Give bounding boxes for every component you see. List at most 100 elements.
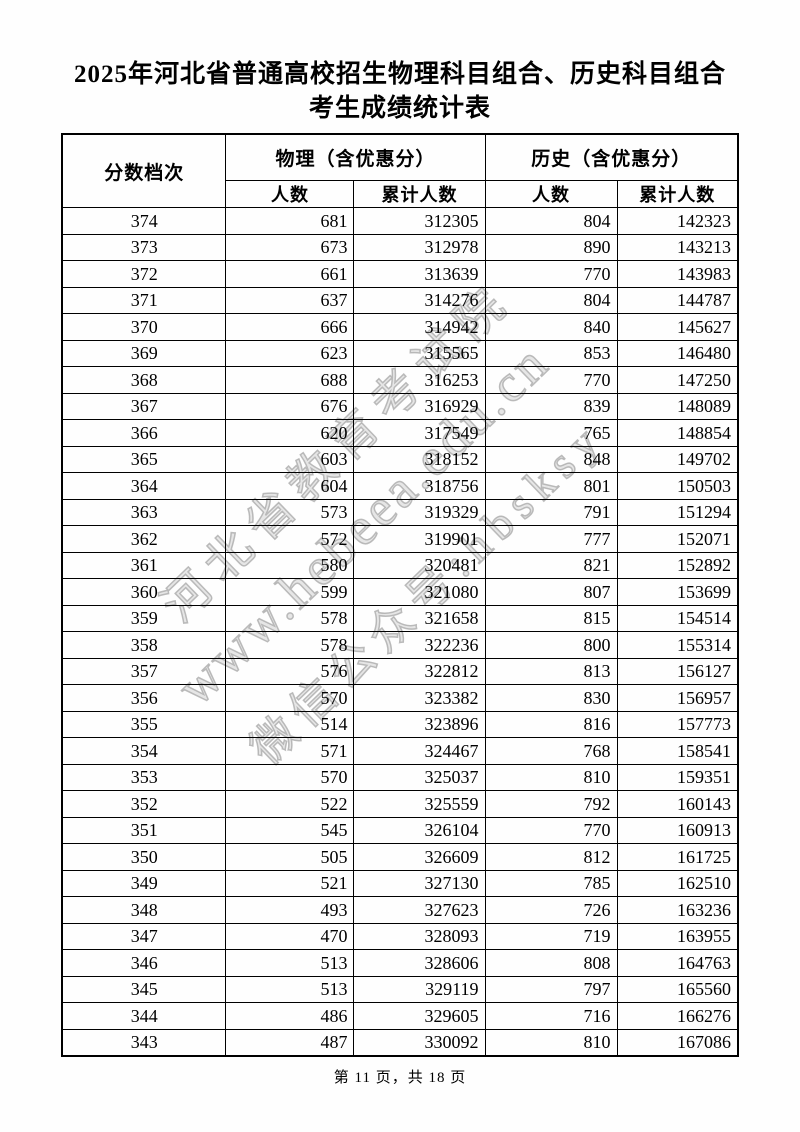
history-count-cell: 848 — [484, 445, 618, 473]
physics-count-cell: 505 — [225, 843, 355, 871]
physics-count-cell: 620 — [225, 419, 355, 447]
physics-cumulative-cell: 314276 — [353, 286, 486, 314]
score-cell: 345 — [61, 975, 227, 1003]
table-row: 371 637 314276 804 144787 — [61, 286, 739, 314]
physics-cumulative-cell: 312305 — [353, 207, 486, 235]
history-count-cell: 853 — [484, 339, 618, 367]
table-row: 370 666 314942 840 145627 — [61, 313, 739, 341]
physics-count-cell: 603 — [225, 445, 355, 473]
table-row: 358 578 322236 800 155314 — [61, 631, 739, 659]
physics-count-cell: 676 — [225, 392, 355, 420]
history-cumulative-cell: 167086 — [616, 1028, 739, 1057]
table-row: 372 661 313639 770 143983 — [61, 260, 739, 288]
history-count-cell: 890 — [484, 233, 618, 261]
physics-cumulative-cell: 325559 — [353, 790, 486, 818]
table-row: 353 570 325037 810 159351 — [61, 763, 739, 791]
physics-cumulative-cell: 329119 — [353, 975, 486, 1003]
score-cell: 364 — [61, 472, 227, 500]
page-title: 2025年河北省普通高校招生物理科目组合、历史科目组合 考生成绩统计表 — [40, 0, 760, 126]
history-cumulative-cell: 161725 — [616, 843, 739, 871]
header-physics-cumulative: 累计人数 — [353, 180, 486, 208]
physics-cumulative-cell: 325037 — [353, 763, 486, 791]
physics-count-cell: 576 — [225, 657, 355, 685]
history-count-cell: 770 — [484, 366, 618, 394]
physics-cumulative-cell: 327130 — [353, 869, 486, 897]
score-cell: 358 — [61, 631, 227, 659]
physics-cumulative-cell: 324467 — [353, 737, 486, 765]
table-row: 349 521 327130 785 162510 — [61, 869, 739, 897]
history-cumulative-cell: 157773 — [616, 710, 739, 738]
history-count-cell: 821 — [484, 551, 618, 579]
score-cell: 363 — [61, 498, 227, 526]
physics-cumulative-cell: 320481 — [353, 551, 486, 579]
physics-count-cell: 521 — [225, 869, 355, 897]
history-cumulative-cell: 152071 — [616, 525, 739, 553]
history-cumulative-cell: 162510 — [616, 869, 739, 897]
table-row: 345 513 329119 797 165560 — [61, 975, 739, 1003]
history-cumulative-cell: 160913 — [616, 816, 739, 844]
physics-cumulative-cell: 312978 — [353, 233, 486, 261]
history-cumulative-cell: 164763 — [616, 949, 739, 977]
physics-count-cell: 578 — [225, 604, 355, 632]
physics-count-cell: 578 — [225, 631, 355, 659]
table-row: 355 514 323896 816 157773 — [61, 710, 739, 738]
history-count-cell: 800 — [484, 631, 618, 659]
score-cell: 371 — [61, 286, 227, 314]
table-header: 分数档次 物理（含优惠分） 历史（含优惠分） 人数 累计人数 人数 累计人数 — [61, 133, 739, 208]
table-row: 373 673 312978 890 143213 — [61, 233, 739, 261]
physics-count-cell: 599 — [225, 578, 355, 606]
physics-cumulative-cell: 316253 — [353, 366, 486, 394]
header-history-group: 历史（含优惠分） — [484, 133, 739, 181]
table-row: 368 688 316253 770 147250 — [61, 366, 739, 394]
score-cell: 348 — [61, 896, 227, 924]
history-count-cell: 813 — [484, 657, 618, 685]
score-cell: 362 — [61, 525, 227, 553]
table-row: 344 486 329605 716 166276 — [61, 1002, 739, 1030]
table-row: 356 570 323382 830 156957 — [61, 684, 739, 712]
physics-count-cell: 604 — [225, 472, 355, 500]
score-cell: 365 — [61, 445, 227, 473]
physics-cumulative-cell: 319901 — [353, 525, 486, 553]
score-cell: 368 — [61, 366, 227, 394]
history-count-cell: 768 — [484, 737, 618, 765]
history-count-cell: 804 — [484, 286, 618, 314]
physics-cumulative-cell: 321658 — [353, 604, 486, 632]
history-count-cell: 839 — [484, 392, 618, 420]
physics-count-cell: 522 — [225, 790, 355, 818]
physics-count-cell: 493 — [225, 896, 355, 924]
physics-cumulative-cell: 328606 — [353, 949, 486, 977]
history-count-cell: 770 — [484, 260, 618, 288]
score-cell: 350 — [61, 843, 227, 871]
history-cumulative-cell: 155314 — [616, 631, 739, 659]
physics-cumulative-cell: 323382 — [353, 684, 486, 712]
table-row: 357 576 322812 813 156127 — [61, 657, 739, 685]
physics-cumulative-cell: 323896 — [353, 710, 486, 738]
page-title-line-2: 考生成绩统计表 — [308, 95, 491, 122]
history-cumulative-cell: 145627 — [616, 313, 739, 341]
physics-cumulative-cell: 330092 — [353, 1028, 486, 1057]
score-cell: 370 — [61, 313, 227, 341]
history-count-cell: 792 — [484, 790, 618, 818]
table-row: 360 599 321080 807 153699 — [61, 578, 739, 606]
table-body: 374 681 312305 804 142323 373 673 312978 890 1432… — [61, 207, 739, 1057]
table-row: 351 545 326104 770 160913 — [61, 816, 739, 844]
physics-count-cell: 688 — [225, 366, 355, 394]
history-count-cell: 807 — [484, 578, 618, 606]
physics-count-cell: 470 — [225, 922, 355, 950]
header-history-count: 人数 — [484, 180, 618, 208]
history-count-cell: 726 — [484, 896, 618, 924]
physics-count-cell: 513 — [225, 975, 355, 1003]
history-count-cell: 765 — [484, 419, 618, 447]
physics-count-cell: 545 — [225, 816, 355, 844]
history-count-cell: 716 — [484, 1002, 618, 1030]
physics-count-cell: 571 — [225, 737, 355, 765]
history-count-cell: 840 — [484, 313, 618, 341]
history-count-cell: 801 — [484, 472, 618, 500]
physics-cumulative-cell: 322812 — [353, 657, 486, 685]
score-cell: 356 — [61, 684, 227, 712]
table-row: 366 620 317549 765 148854 — [61, 419, 739, 447]
table-row: 374 681 312305 804 142323 — [61, 207, 739, 235]
history-cumulative-cell: 148854 — [616, 419, 739, 447]
header-history-cumulative: 累计人数 — [616, 180, 739, 208]
